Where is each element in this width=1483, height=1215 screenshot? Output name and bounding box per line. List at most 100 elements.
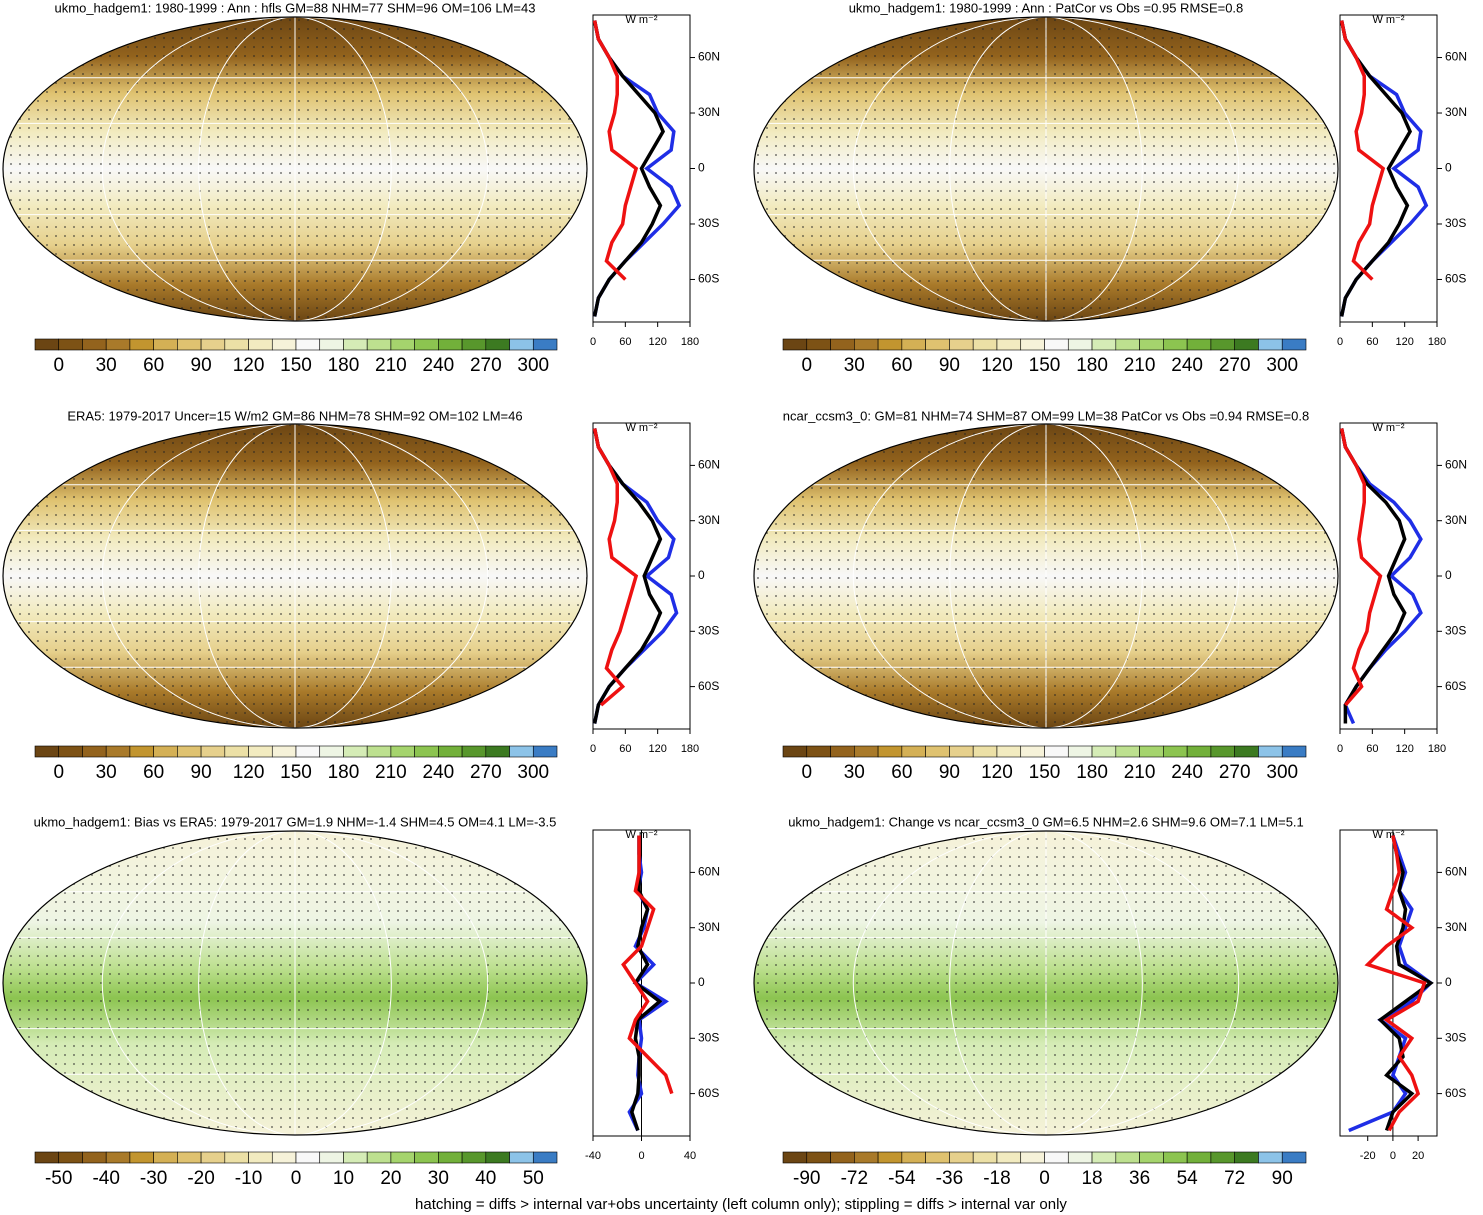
colorbar-label: 60 <box>891 762 912 783</box>
x-tick-label: 60 <box>1366 743 1378 755</box>
map <box>753 423 1339 729</box>
colorbar-label: 90 <box>191 762 212 783</box>
colorbar-box <box>830 745 855 758</box>
colorbar-box <box>105 745 131 758</box>
colorbar-box <box>806 1151 831 1164</box>
panel-title: ukmo_hadgem1: 1980-1999 : Ann : PatCor v… <box>849 0 1244 15</box>
colorbar-label: 180 <box>1076 355 1108 376</box>
colorbar-box <box>271 745 297 758</box>
colorbar-box <box>949 1151 974 1164</box>
colorbar-box <box>153 1151 178 1164</box>
unit-label: W m⁻² <box>1372 829 1404 841</box>
y-tick-label: 0 <box>698 975 705 989</box>
colorbar-box <box>461 338 487 351</box>
y-tick-label: 60S <box>698 272 719 286</box>
colorbar-box <box>200 1151 226 1164</box>
colorbar-box <box>34 338 60 351</box>
colorbar-box <box>343 1151 368 1164</box>
colorbar-box <box>972 338 998 351</box>
colorbar-box <box>1139 745 1164 758</box>
colorbar-box <box>1044 338 1069 351</box>
colorbar-box <box>129 745 154 758</box>
colorbar-box <box>1139 1151 1164 1164</box>
colorbar-label: 210 <box>1124 762 1156 783</box>
y-tick-label: 0 <box>1445 975 1452 989</box>
colorbar-box <box>438 745 463 758</box>
colorbar-label: 0 <box>801 762 812 783</box>
panel-title: ukmo_hadgem1: Change vs ncar_ccsm3_0 GM=… <box>788 814 1304 829</box>
colorbar-box <box>1020 745 1045 758</box>
colorbar-label: 10 <box>333 1168 354 1189</box>
colorbar-label: 300 <box>517 762 549 783</box>
colorbar-label: 240 <box>1171 355 1203 376</box>
y-tick-label: 60S <box>698 679 719 693</box>
colorbar-box <box>1044 1151 1069 1164</box>
colorbar-label: -90 <box>793 1168 820 1189</box>
colorbar-box <box>901 338 926 351</box>
colorbar-label: 150 <box>280 762 312 783</box>
colorbar-box <box>153 338 178 351</box>
unit-label: W m⁻² <box>625 422 657 434</box>
colorbar-label: -18 <box>983 1168 1010 1189</box>
colorbar-label: 30 <box>844 762 865 783</box>
colorbar-box <box>1210 745 1235 758</box>
colorbar-label: 30 <box>844 355 865 376</box>
colorbar-box <box>509 338 534 351</box>
y-tick-label: 60N <box>698 865 720 879</box>
colorbar-label: 72 <box>1224 1168 1245 1189</box>
y-tick-label: 30N <box>1445 920 1467 934</box>
colorbar-box <box>177 745 202 758</box>
colorbar-label: -20 <box>187 1168 214 1189</box>
colorbar-box <box>34 1151 60 1164</box>
colorbar-box <box>461 1151 487 1164</box>
colorbar-label: 240 <box>423 355 455 376</box>
colorbar-box <box>1186 745 1212 758</box>
colorbar-box <box>319 338 344 351</box>
y-tick-label: 30N <box>698 920 720 934</box>
colorbar-label: -30 <box>140 1168 167 1189</box>
colorbar-box <box>1281 1151 1307 1164</box>
y-tick-label: 30N <box>698 513 720 527</box>
colorbar-label: 270 <box>470 762 502 783</box>
colorbar-label: 60 <box>143 355 164 376</box>
colorbar-box <box>1281 338 1307 351</box>
colorbar-box <box>153 745 178 758</box>
colorbar-box <box>1020 338 1045 351</box>
colorbar-box <box>224 1151 249 1164</box>
colorbar-box <box>438 1151 463 1164</box>
x-tick-label: 180 <box>1428 743 1446 755</box>
colorbar-box <box>854 745 879 758</box>
colorbar-label: 240 <box>423 762 455 783</box>
x-tick-label: 120 <box>648 743 666 755</box>
x-tick-label: 180 <box>681 743 699 755</box>
colorbar-box <box>1020 1151 1045 1164</box>
y-tick-label: 30S <box>1445 623 1466 637</box>
panel-title: ukmo_hadgem1: 1980-1999 : Ann : hfls GM=… <box>55 0 536 15</box>
y-tick-label: 30S <box>1445 1030 1466 1044</box>
colorbar-box <box>295 1151 321 1164</box>
colorbar-label: 90 <box>939 762 960 783</box>
map-border <box>753 830 1339 1136</box>
colorbar-label: -40 <box>92 1168 119 1189</box>
colorbar-box <box>295 338 321 351</box>
colorbar-box <box>925 1151 950 1164</box>
map-border <box>2 16 588 322</box>
x-tick-label: 0 <box>1337 743 1343 755</box>
colorbar-label: 300 <box>1266 355 1298 376</box>
colorbar-label: 150 <box>1029 762 1061 783</box>
colorbar-label: 120 <box>233 762 265 783</box>
y-tick-label: 60N <box>698 50 720 64</box>
colorbar-box <box>806 338 831 351</box>
colorbar-box <box>532 1151 558 1164</box>
colorbar-box <box>82 338 107 351</box>
colorbar-box <box>806 745 831 758</box>
colorbar-box <box>1210 1151 1235 1164</box>
colorbar-box <box>1115 1151 1140 1164</box>
colorbar-box <box>224 745 249 758</box>
colorbar-box <box>877 745 903 758</box>
colorbar-box <box>105 1151 131 1164</box>
y-tick-label: 30N <box>1445 105 1467 119</box>
colorbar-label: 150 <box>1029 355 1061 376</box>
colorbar-label: 90 <box>939 355 960 376</box>
y-tick-label: 0 <box>698 161 705 175</box>
